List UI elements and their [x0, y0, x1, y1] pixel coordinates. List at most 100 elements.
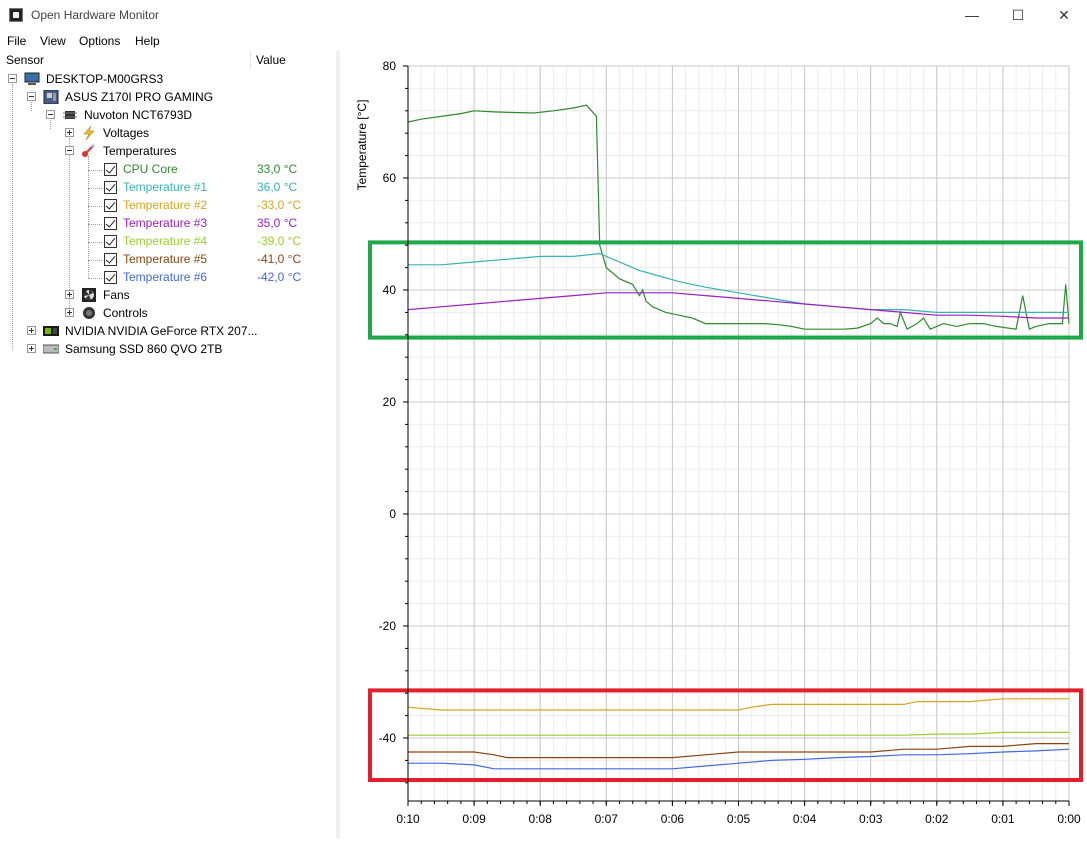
mainboard-icon: [43, 89, 59, 105]
tree-line: [88, 156, 89, 278]
series-line: [408, 748, 1070, 770]
menu-view[interactable]: View: [40, 34, 66, 48]
app-icon: [9, 8, 23, 22]
column-header-sensor[interactable]: Sensor: [6, 53, 45, 67]
tree-item-label: DESKTOP-M00GRS3: [46, 72, 164, 86]
sensor-value: 35,0 °C: [257, 216, 298, 230]
tree-item-label: Nuvoton NCT6793D: [84, 108, 193, 122]
x-tick-label: 0:00: [1057, 812, 1081, 826]
series-line: [407, 292, 1069, 319]
x-tick-label: 0:05: [727, 812, 751, 826]
x-tick-label: 0:09: [462, 812, 486, 826]
sensor-row[interactable]: Temperature #2 -33,0 °C: [0, 196, 336, 214]
tree-line: [88, 260, 102, 261]
sensor-value: -41,0 °C: [257, 252, 302, 266]
series-line: [408, 742, 1069, 759]
series-line: [407, 104, 1070, 331]
expand-icon[interactable]: [65, 128, 74, 137]
expand-icon[interactable]: [65, 308, 74, 317]
close-button[interactable]: ✕: [1058, 7, 1070, 23]
chip-icon: [62, 108, 78, 122]
sensor-checkbox[interactable]: [104, 253, 117, 266]
thermometer-icon: [81, 143, 97, 158]
sensor-row[interactable]: Temperature #6 -42,0 °C: [0, 268, 336, 286]
menu-options[interactable]: Options: [79, 34, 121, 48]
panel-splitter[interactable]: [336, 51, 340, 839]
tree-item-label: Samsung SSD 860 QVO 2TB: [65, 342, 223, 356]
tree-item-mainboard[interactable]: ASUS Z170I PRO GAMING: [0, 88, 336, 106]
tree-line: [88, 188, 102, 189]
highlight-box: [368, 688, 1083, 783]
tree-line: [69, 138, 70, 314]
menu-file[interactable]: File: [7, 34, 27, 48]
sensor-row[interactable]: CPU Core 33,0 °C: [0, 160, 336, 178]
tree-item-label: NVIDIA NVIDIA GeForce RTX 207...: [65, 324, 258, 338]
tree-line: [88, 170, 102, 171]
sensor-checkbox[interactable]: [104, 181, 117, 194]
sensor-value: -42,0 °C: [257, 270, 302, 284]
sensor-value: 33,0 °C: [257, 162, 298, 176]
x-tick-label: 0:08: [529, 812, 553, 826]
collapse-icon[interactable]: [8, 74, 17, 83]
highlight-box: [368, 240, 1083, 340]
tree-line: [88, 224, 102, 225]
sensor-label: Temperature #2: [123, 198, 208, 212]
tree-item-computer[interactable]: DESKTOP-M00GRS3: [0, 70, 336, 88]
sensor-value: 36,0 °C: [257, 180, 298, 194]
tree-item-temperatures[interactable]: Temperatures: [0, 142, 336, 160]
lightning-icon: [81, 125, 97, 141]
tree-item-controls[interactable]: Controls: [0, 304, 336, 322]
sensor-row[interactable]: Temperature #3 35,0 °C: [0, 214, 336, 232]
column-header-value[interactable]: Value: [256, 53, 286, 67]
tree-line: [12, 84, 13, 350]
window-title: Open Hardware Monitor: [31, 8, 160, 22]
tree-item-chip[interactable]: Nuvoton NCT6793D: [0, 106, 336, 124]
x-tick-label: 0:10: [396, 812, 420, 826]
sensor-checkbox[interactable]: [104, 217, 117, 230]
tree-item-label: Voltages: [103, 126, 150, 140]
sensor-checkbox[interactable]: [104, 199, 117, 212]
tree-item-label: Temperatures: [103, 144, 177, 158]
tree-item-label: Fans: [103, 288, 130, 302]
menu-help[interactable]: Help: [135, 34, 160, 48]
expand-icon[interactable]: [65, 290, 74, 299]
sensor-label: CPU Core: [123, 162, 178, 176]
sensor-value: -33,0 °C: [257, 198, 302, 212]
collapse-icon[interactable]: [65, 146, 74, 155]
tree-item-voltages[interactable]: Voltages: [0, 124, 336, 142]
tree-item-ssd[interactable]: Samsung SSD 860 QVO 2TB: [0, 340, 336, 358]
y-tick-label: 60: [383, 171, 397, 185]
tree-item-fans[interactable]: Fans: [0, 286, 336, 304]
x-tick-label: 0:04: [793, 812, 817, 826]
y-tick-label: 40: [383, 283, 397, 297]
chart-y-label: Temperature [°C]: [355, 100, 369, 191]
collapse-icon[interactable]: [46, 110, 55, 119]
y-tick-label: 0: [389, 507, 396, 521]
tree-line: [31, 102, 32, 111]
sensor-row[interactable]: Temperature #1 36,0 °C: [0, 178, 336, 196]
maximize-button[interactable]: ☐: [1011, 7, 1025, 23]
expand-icon[interactable]: [27, 326, 36, 335]
tree-item-label: Controls: [103, 306, 148, 320]
sensor-checkbox[interactable]: [104, 163, 117, 176]
sensor-checkbox[interactable]: [104, 271, 117, 284]
sensor-checkbox[interactable]: [104, 235, 117, 248]
knob-icon: [81, 306, 97, 320]
sensor-label: Temperature #4: [123, 234, 208, 248]
tree-item-gpu[interactable]: NVIDIA NVIDIA GeForce RTX 207...: [0, 322, 336, 340]
series-line: [407, 698, 1069, 711]
minimize-button[interactable]: —: [965, 7, 979, 23]
tree-line: [88, 242, 102, 243]
expand-icon[interactable]: [27, 344, 36, 353]
fan-icon: [81, 288, 97, 302]
sensor-row[interactable]: Temperature #4 -39,0 °C: [0, 232, 336, 250]
sensor-tree: Sensor Value DESKTOP-M00GRS3 ASUS Z170I …: [0, 51, 336, 839]
column-separator[interactable]: [250, 51, 251, 69]
chart-canvas: 80 60 40 20 0 -20 -40 0:10 0:09 0:08 0:07 0:06 0:05 0…: [355, 59, 1083, 826]
tree-line: [88, 278, 102, 279]
x-tick-label: 0:07: [595, 812, 619, 826]
sensor-label: Temperature #3: [123, 216, 208, 230]
sensor-label: Temperature #6: [123, 270, 208, 284]
sensor-row[interactable]: Temperature #5 -41,0 °C: [0, 250, 336, 268]
collapse-icon[interactable]: [27, 92, 36, 101]
